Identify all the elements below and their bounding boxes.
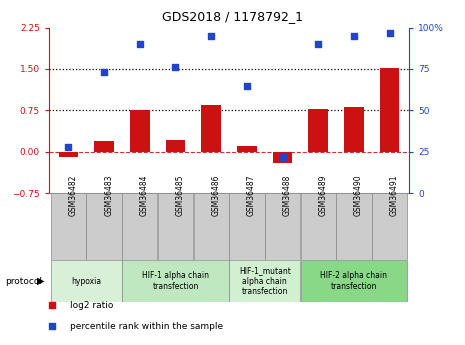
Point — [172, 65, 179, 70]
Text: ▶: ▶ — [37, 276, 44, 286]
Text: GSM36486: GSM36486 — [211, 175, 220, 216]
Bar — [344, 107, 364, 152]
Point — [243, 83, 251, 88]
Text: HIF-1 alpha chain
transfection: HIF-1 alpha chain transfection — [142, 272, 209, 291]
Bar — [166, 140, 186, 152]
Text: GSM36489: GSM36489 — [318, 175, 327, 216]
Point — [136, 41, 144, 47]
Text: GDS2018 / 1178792_1: GDS2018 / 1178792_1 — [162, 10, 303, 23]
Point — [207, 33, 215, 39]
Bar — [300, 260, 407, 302]
Text: HIF-2 alpha chain
transfection: HIF-2 alpha chain transfection — [320, 272, 387, 291]
Text: GSM36487: GSM36487 — [247, 175, 256, 216]
Text: protocol: protocol — [5, 277, 42, 286]
Bar — [193, 193, 229, 260]
Bar — [158, 193, 193, 260]
Bar — [94, 141, 114, 152]
Text: percentile rank within the sample: percentile rank within the sample — [70, 322, 224, 331]
Point — [350, 33, 358, 39]
Bar — [122, 193, 158, 260]
Bar — [237, 146, 257, 152]
Bar — [51, 193, 86, 260]
Bar — [122, 260, 229, 302]
Text: GSM36488: GSM36488 — [283, 175, 292, 216]
Bar — [272, 152, 292, 163]
Bar — [380, 68, 399, 152]
Bar — [86, 193, 122, 260]
Bar — [229, 260, 300, 302]
Text: GSM36491: GSM36491 — [390, 175, 399, 216]
Bar — [229, 193, 265, 260]
Point — [100, 70, 108, 75]
Text: GSM36484: GSM36484 — [140, 175, 149, 216]
Bar — [265, 193, 300, 260]
Point — [279, 154, 286, 159]
Bar — [372, 193, 407, 260]
Bar — [59, 152, 78, 157]
Text: log2 ratio: log2 ratio — [70, 301, 114, 310]
Bar — [51, 260, 122, 302]
Text: hypoxia: hypoxia — [71, 277, 101, 286]
Text: GSM36483: GSM36483 — [104, 175, 113, 216]
Text: GSM36485: GSM36485 — [175, 175, 185, 216]
Bar — [336, 193, 372, 260]
Text: GSM36490: GSM36490 — [354, 175, 363, 216]
Point — [314, 41, 322, 47]
Point — [65, 144, 72, 150]
Point — [386, 30, 393, 35]
Bar — [130, 110, 150, 152]
Bar — [308, 109, 328, 152]
Point — [258, 135, 266, 141]
Bar — [201, 105, 221, 152]
Bar — [300, 193, 336, 260]
Text: GSM36482: GSM36482 — [68, 175, 78, 216]
Text: HIF-1_mutant
alpha chain
transfection: HIF-1_mutant alpha chain transfection — [239, 266, 291, 296]
